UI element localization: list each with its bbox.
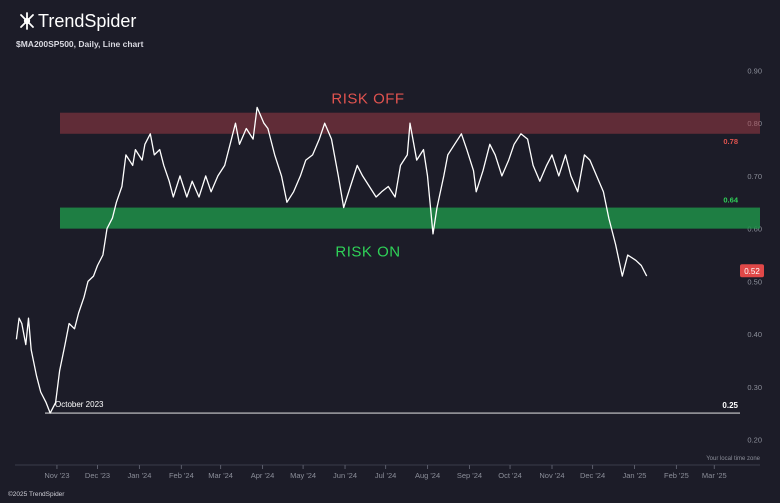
x-tick-label: Nov '24 [539, 471, 564, 480]
chart-header: $MA200SP500, Daily, Line chart [16, 39, 144, 49]
risk-off-value-label: 0.78 [723, 137, 738, 146]
reference-value-label: 0.25 [722, 401, 738, 410]
y-tick-label: 0.30 [747, 383, 762, 392]
trendspider-logo: TrendSpider [20, 11, 136, 31]
bands: RISK OFF RISK ON [60, 91, 760, 261]
x-tick-label: Apr '24 [251, 471, 275, 480]
x-tick-label: Feb '25 [664, 471, 689, 480]
x-tick-label: Mar '25 [702, 471, 727, 480]
last-value-badge [740, 264, 764, 278]
risk-on-band [60, 207, 760, 229]
y-tick-label: 0.40 [747, 330, 762, 339]
x-tick-label: Jan '24 [127, 471, 151, 480]
x-tick-label: May '24 [290, 471, 316, 480]
y-tick-label: 0.20 [747, 435, 762, 444]
x-tick-label: Mar '24 [208, 471, 233, 480]
timezone-note[interactable]: Your local time zone [706, 456, 760, 462]
x-tick-label: Dec '23 [85, 471, 110, 480]
y-tick-label: 0.60 [747, 225, 762, 234]
x-axis: Nov '23 Dec '23 Jan '24 Feb '24 Mar '24 Apr '… [15, 464, 760, 480]
y-tick-label: 0.50 [747, 277, 762, 286]
series-line-group [15, 106, 648, 414]
x-tick-label: Sep '24 [457, 471, 482, 480]
series-line-0 [15, 106, 648, 414]
x-tick-label: Jul '24 [375, 471, 396, 480]
x-tick-label: Nov '23 [44, 471, 69, 480]
copyright: ©2025 TrendSpider [8, 490, 65, 498]
y-tick-label: 0.90 [747, 67, 762, 76]
y-tick-label: 0.70 [747, 172, 762, 181]
y-tick-label: 0.80 [747, 119, 762, 128]
risk-on-label: RISK ON [335, 244, 400, 261]
value-labels: 0.78 0.64 0.25 0.52 [722, 137, 764, 410]
x-tick-label: Oct '24 [498, 471, 522, 480]
last-value-label: 0.52 [744, 267, 760, 276]
x-tick-label: Dec '24 [580, 471, 605, 480]
x-tick-label: Feb '24 [169, 471, 194, 480]
risk-on-value-label: 0.64 [723, 196, 738, 205]
y-axis: 0.90 0.80 0.70 0.60 0.50 0.40 0.30 0.20 [747, 67, 762, 445]
x-tick-label: Jan '25 [623, 471, 647, 480]
reference-line-annotation: October 2023 [55, 400, 104, 409]
spider-logo-icon [20, 12, 34, 30]
brand-name: TrendSpider [38, 11, 136, 31]
reference-line-group: October 2023 [45, 400, 740, 414]
risk-off-label: RISK OFF [331, 91, 404, 108]
x-tick-label: Aug '24 [415, 471, 440, 480]
x-tick-label: Jun '24 [333, 471, 357, 480]
